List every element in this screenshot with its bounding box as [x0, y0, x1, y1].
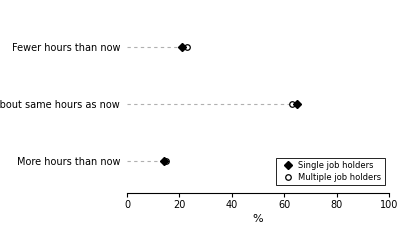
Legend: Single job holders, Multiple job holders: Single job holders, Multiple job holders: [276, 158, 385, 185]
X-axis label: %: %: [253, 214, 263, 224]
